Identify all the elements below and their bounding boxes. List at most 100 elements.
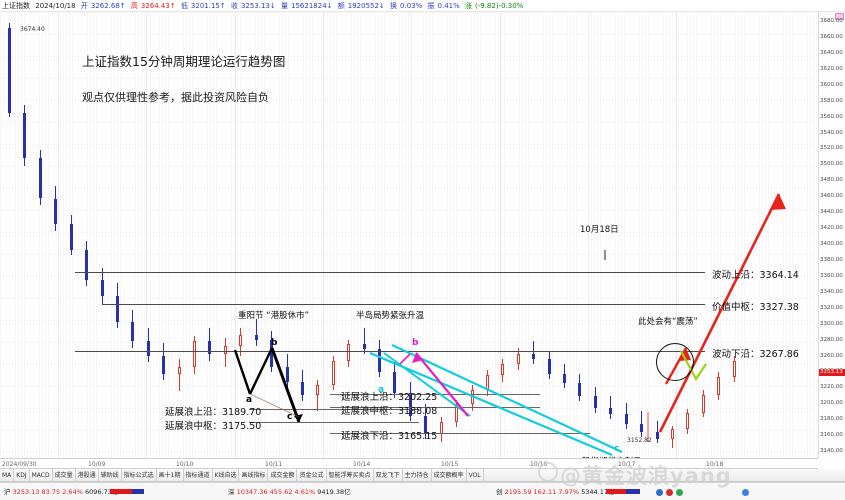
price-axis-tickline	[819, 116, 845, 118]
status-cy-ratio-bar	[606, 489, 640, 494]
toolbar-item-10[interactable]: 画线指标	[239, 469, 269, 481]
price-axis-tick: 3560.00	[820, 113, 843, 120]
price-axis-tickline	[819, 21, 845, 22]
quote-date: 2024/10/18	[35, 2, 76, 10]
candlestick	[146, 12, 150, 458]
price-axis-tickline	[819, 387, 845, 389]
status-cy-value: 2195.59	[504, 488, 532, 496]
quote-bar: 上证指数 2024/10/18 开 3262.68↑ 高 3264.43↑ 低 320…	[0, 0, 845, 12]
session-separator	[500, 12, 501, 458]
annotation-geopolitics: 半岛局势紧张升温	[356, 311, 425, 321]
level-line-value-center	[102, 304, 705, 305]
toolbar-item-14[interactable]: 双龙飞下	[374, 469, 403, 481]
session-separator	[588, 12, 589, 458]
date-axis-tick: 10/10	[176, 461, 194, 468]
status-sh-amount: 6096.73亿	[84, 488, 119, 496]
label-upper-band-value: 3364.14	[759, 270, 799, 281]
price-axis-tickline	[819, 132, 845, 134]
price-axis-tick: 3660.00	[820, 33, 843, 40]
status-sz-pct: 4.61%	[294, 488, 316, 496]
price-axis-tick: 3200.00	[820, 400, 843, 407]
price-axis-tickline	[819, 259, 845, 261]
status-index-sz[interactable]: 深 10347.36 455.62 4.61% 9419.38亿	[228, 488, 351, 496]
toolbar-item-11[interactable]: 成交金额	[268, 469, 298, 481]
date-axis-tick: 10/18	[706, 461, 724, 468]
toolbar-item-9[interactable]: K线自选	[213, 469, 240, 481]
quote-change-label: 涨	[465, 2, 472, 10]
wave-label-a1: a	[246, 395, 253, 405]
candlestick	[624, 12, 628, 458]
candlestick	[239, 12, 243, 458]
candlestick	[670, 12, 674, 458]
price-axis-tick: 3520.00	[820, 145, 843, 152]
toolbar-item-1[interactable]: KDJ	[14, 469, 30, 481]
price-axis-tick: 3300.00	[820, 320, 843, 327]
candlestick	[254, 12, 258, 458]
price-axis-tick: 3580.00	[820, 97, 843, 104]
toolbar-item-7[interactable]: 画十1期	[157, 469, 184, 481]
price-axis-tickline	[819, 164, 845, 166]
price-axis-tickline	[819, 180, 845, 182]
toolbar-item-0[interactable]: MA	[0, 469, 15, 481]
candlestick	[8, 12, 11, 458]
candlestick	[23, 12, 27, 458]
toolbar-item-8[interactable]: 指标通道	[184, 469, 213, 481]
candlestick	[717, 12, 721, 458]
toolbar-item-3[interactable]: 成交量	[53, 469, 76, 481]
status-dot-green-icon[interactable]	[676, 489, 683, 496]
status-signal-icon[interactable]	[742, 489, 749, 496]
label-value-center-value: 3327.38	[759, 302, 799, 313]
price-axis-tick: 3160.00	[820, 432, 843, 439]
price-axis-tickline	[819, 339, 845, 341]
quote-turnover: 0.03%	[400, 2, 423, 10]
candlestick	[686, 12, 690, 458]
candlestick	[593, 12, 597, 458]
status-index-cy[interactable]: 创 2195.59 162.11 7.97% 5344.17亿	[496, 488, 615, 496]
status-bar: 沪 3253.13 83.75 2.64% 6096.73亿 深 10347.3…	[0, 482, 845, 500]
candlestick	[316, 12, 320, 458]
price-axis-tick: 3680.00	[820, 18, 843, 24]
toolbar-item-17[interactable]: VOL	[467, 469, 484, 481]
status-cy-pct: 7.97%	[558, 488, 580, 496]
quote-amplitude: 0.41%	[437, 2, 460, 10]
candlestick	[609, 12, 613, 458]
toolbar-item-2[interactable]: MACD	[30, 469, 53, 481]
wave-label-b2: b	[412, 338, 419, 348]
price-axis-tickline	[819, 36, 845, 38]
toolbar-item-12[interactable]: 资金公式	[297, 469, 327, 481]
price-axis-tick: 3480.00	[820, 177, 843, 184]
candlestick	[331, 12, 335, 458]
toolbar-item-5[interactable]: 辅助线	[99, 469, 122, 481]
status-sz-label: 深	[228, 488, 235, 496]
axis-settings-icon[interactable]	[835, 13, 844, 20]
toolbar-item-6[interactable]: 指标公式选	[122, 469, 157, 481]
price-axis-tick: 3180.00	[820, 416, 843, 423]
quote-change: (-9.82)-0.30%	[475, 2, 524, 10]
price-axis-tick: 3600.00	[820, 81, 843, 88]
price-axis-tickline	[819, 244, 845, 245]
indicator-toolbar[interactable]: MA KDJ MACD 成交量 港股通 辅助线 指标公式选 画十1期 指标通道 K线自选 画线指标成…	[0, 469, 845, 482]
wave-label-c1: c	[287, 412, 293, 422]
status-cy-label: 创	[496, 488, 503, 496]
status-sh-ratio-bar	[110, 489, 144, 494]
candlestick	[532, 12, 536, 458]
watermark-text: @黄金波浪yang	[560, 464, 732, 488]
annotation-shock: 此处会有“震荡”	[638, 317, 698, 327]
high-price-label: 3674.40	[20, 26, 45, 33]
level-line-upper-band	[75, 272, 705, 273]
price-axis[interactable]: 3680.00 3660.00 3640.00 3620.00 3600.00 3580.…	[818, 12, 845, 458]
session-separator	[676, 12, 677, 458]
status-index-sh[interactable]: 沪 3253.13 83.75 2.64% 6096.73亿	[4, 488, 118, 496]
label-value-center-text: 价值中枢：	[712, 302, 760, 313]
toolbar-item-15[interactable]: 主力持仓	[403, 469, 432, 481]
status-sz-change: 455.62	[269, 488, 293, 496]
status-sz-value: 10347.36	[236, 488, 268, 496]
candlestick	[347, 12, 351, 458]
status-dot-blue-icon[interactable]	[656, 489, 663, 496]
status-sh-label: 沪	[4, 488, 11, 496]
status-dot-red-icon[interactable]	[666, 489, 673, 496]
toolbar-item-16[interactable]: 成交额概率	[432, 469, 467, 481]
toolbar-item-4[interactable]: 港股通	[76, 469, 99, 481]
toolbar-item-13[interactable]: 智能浮筹买卖点	[327, 469, 374, 481]
chart-plot-area[interactable]: 上证指数15分钟周期理论运行趋势图 观点仅供理性参考，据此投资风险自负 3674…	[0, 12, 818, 458]
